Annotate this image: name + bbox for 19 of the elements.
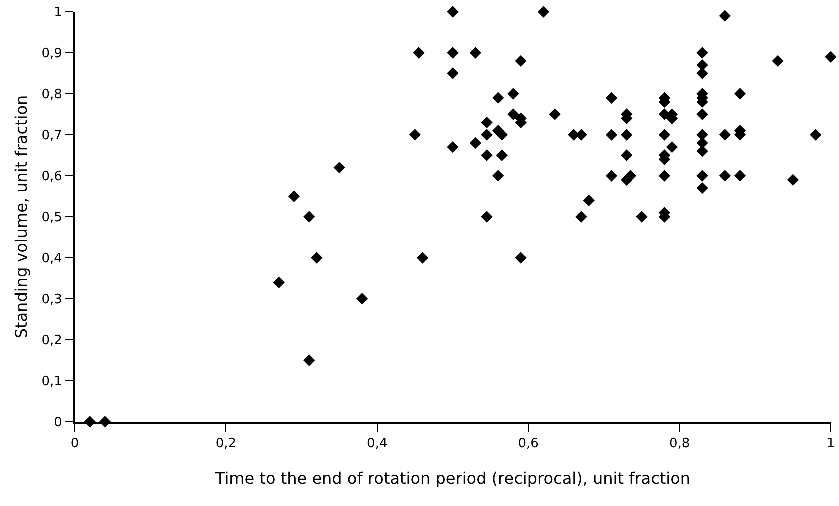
- y-tick-label: 0,7: [42, 128, 62, 144]
- y-tick-label: 0,8: [42, 88, 62, 103]
- y-tick-label: 0,4: [42, 252, 62, 267]
- y-tick-label: 0: [54, 416, 62, 431]
- x-tick-label: 0,4: [367, 436, 388, 452]
- y-tick-label: 0,1: [42, 374, 62, 390]
- y-tick-label: 0,3: [42, 292, 62, 308]
- y-tick-label: 0,9: [42, 46, 62, 62]
- x-axis-title: Time to the end of rotation period (reciprocal), unit fraction: [214, 468, 691, 488]
- x-tick-label: 1: [826, 436, 836, 452]
- x-tick-label: 0,6: [518, 436, 539, 452]
- y-tick-label: 0,2: [42, 334, 62, 349]
- y-tick-label: 0,5: [42, 210, 62, 226]
- y-tick-label: 1: [54, 6, 62, 21]
- y-axis-title: Standing volume, unit fraction: [12, 95, 32, 339]
- y-tick-label: 0,6: [42, 170, 62, 185]
- x-tick-label: 0,2: [216, 436, 237, 452]
- x-tick-label: 0: [70, 436, 80, 452]
- x-tick-label: 0,8: [669, 436, 690, 452]
